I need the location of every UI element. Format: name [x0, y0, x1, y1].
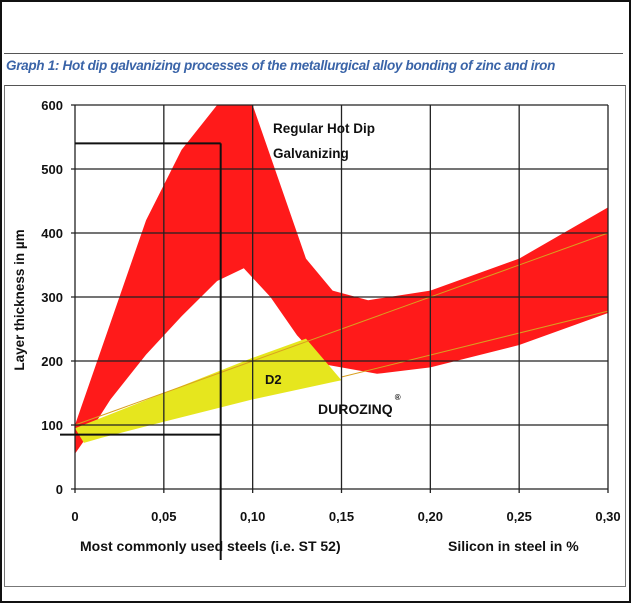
x-tick-label: 0,20: [418, 509, 443, 524]
x-tick-label: 0: [71, 509, 78, 524]
y-tick-label: 0: [56, 482, 63, 497]
steels-annotation: Most commonly used steels (i.e. ST 52): [80, 538, 341, 554]
d2-label: D2: [265, 372, 282, 387]
y-axis-title: Layer thickness in µm: [12, 229, 27, 370]
y-tick-label: 600: [41, 98, 63, 113]
y-tick-label: 200: [41, 354, 63, 369]
chart-title: Graph 1: Hot dip galvanizing processes o…: [6, 58, 556, 73]
regular-galvanizing-band: [75, 105, 608, 454]
durozinq-label: DUROZINQ: [318, 401, 393, 417]
registered-mark: ®: [395, 393, 401, 402]
chart-panel: [4, 85, 626, 587]
y-tick-label: 300: [41, 290, 63, 305]
x-tick-label: 0,05: [151, 509, 176, 524]
title-rule: [4, 53, 623, 54]
x-tick-label: 0,25: [507, 509, 532, 524]
y-tick-label: 100: [41, 418, 63, 433]
x-tick-label: 0,10: [240, 509, 265, 524]
y-tick-label: 400: [41, 226, 63, 241]
x-tick-label: 0,30: [595, 509, 620, 524]
y-tick-label: 500: [41, 162, 63, 177]
regular-galvanizing-label: Regular Hot Dip: [273, 121, 375, 136]
x-tick-label: 0,15: [329, 509, 354, 524]
regular-galvanizing-label: Galvanizing: [273, 146, 349, 161]
durozinq-band: [75, 338, 342, 443]
trend-line-1: [341, 310, 609, 378]
x-axis-title: Silicon in steel in %: [448, 538, 579, 554]
